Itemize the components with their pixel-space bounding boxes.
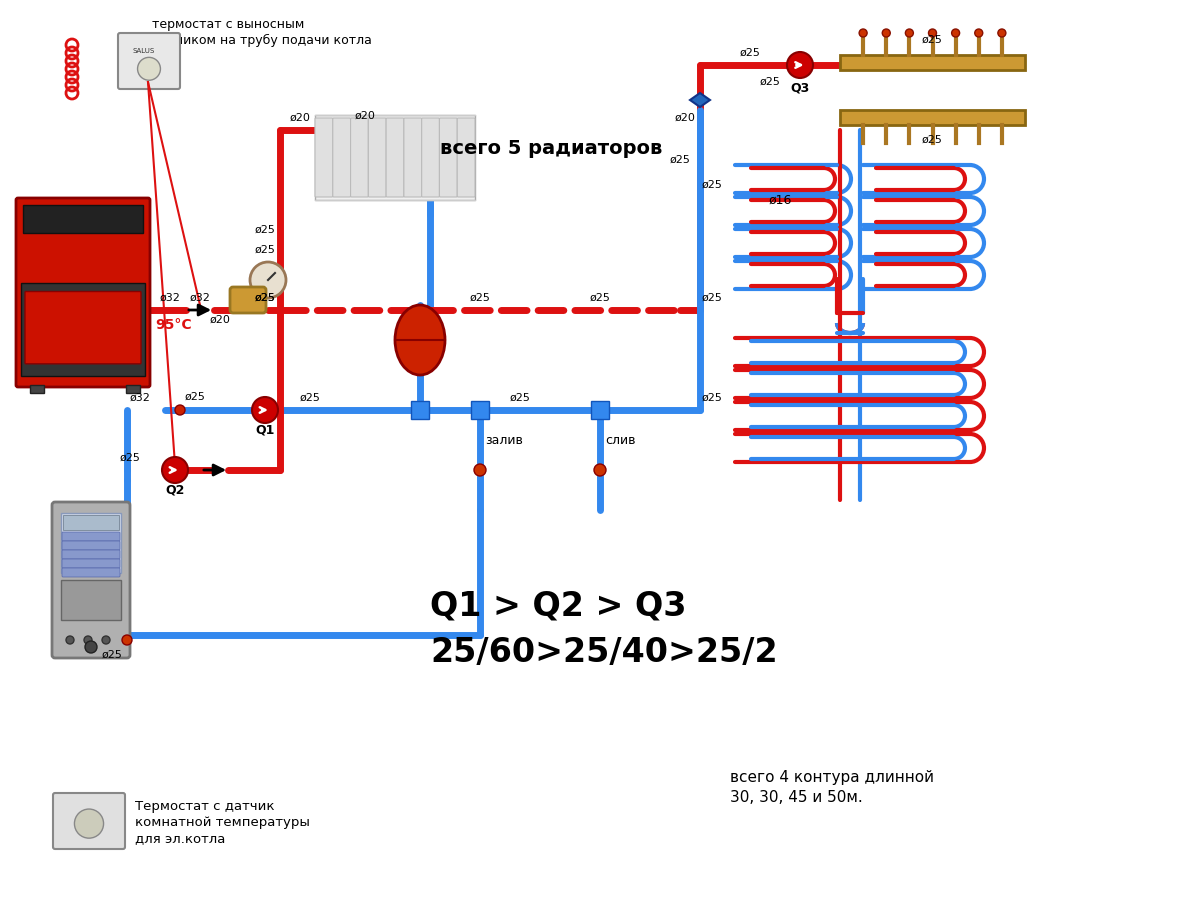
FancyBboxPatch shape [62, 559, 120, 568]
Text: ø25: ø25 [300, 393, 320, 403]
FancyBboxPatch shape [62, 541, 120, 550]
Bar [30, 385, 44, 393]
FancyBboxPatch shape [457, 118, 475, 197]
Text: 95°С: 95°С [155, 318, 192, 332]
FancyBboxPatch shape [386, 118, 404, 197]
FancyBboxPatch shape [62, 550, 120, 559]
Bar [64, 515, 119, 530]
Text: ø25: ø25 [759, 77, 781, 87]
Text: ø25: ø25 [740, 48, 760, 58]
Circle shape [162, 457, 188, 483]
Text: ø25: ø25 [254, 225, 276, 235]
Circle shape [882, 29, 890, 37]
Text: ø25: ø25 [922, 135, 942, 145]
Circle shape [787, 52, 813, 78]
Text: залив: залив [486, 434, 523, 446]
Text: ø25: ø25 [922, 35, 942, 45]
Text: Q1: Q1 [255, 424, 275, 436]
Bar [411, 401, 429, 419]
Circle shape [860, 29, 867, 37]
Circle shape [251, 262, 287, 298]
Circle shape [905, 29, 914, 37]
FancyBboxPatch shape [350, 118, 368, 197]
Circle shape [998, 29, 1006, 37]
Text: Q2: Q2 [165, 483, 185, 497]
FancyBboxPatch shape [404, 118, 422, 197]
Text: ø25: ø25 [470, 293, 490, 303]
Text: SALUS: SALUS [132, 48, 155, 54]
Bar [315, 115, 475, 200]
Text: термостат с выносным
датчиком на трубу подачи котла: термостат с выносным датчиком на трубу п… [152, 18, 372, 47]
Text: ø25: ø25 [254, 293, 276, 303]
Text: Термостат с датчик
комнатной температуры
для эл.котла: Термостат с датчик комнатной температуры… [135, 800, 309, 845]
Text: ø25: ø25 [102, 650, 122, 660]
Bar [840, 55, 1025, 70]
Text: ø25: ø25 [185, 392, 205, 402]
Circle shape [122, 635, 132, 645]
Text: ø25: ø25 [120, 453, 140, 463]
Text: всего 5 радиаторов: всего 5 радиаторов [440, 139, 662, 158]
Text: ø25: ø25 [701, 393, 723, 403]
FancyBboxPatch shape [118, 33, 180, 89]
Text: ø20: ø20 [210, 315, 230, 325]
FancyBboxPatch shape [16, 198, 150, 387]
Bar [61, 513, 121, 573]
Text: Q1 > Q2 > Q3
25/60>25/40>25/2: Q1 > Q2 > Q3 25/60>25/40>25/2 [430, 590, 778, 669]
Text: ø16: ø16 [769, 194, 791, 206]
FancyBboxPatch shape [315, 118, 333, 197]
Circle shape [975, 29, 983, 37]
Text: ø20: ø20 [675, 113, 695, 123]
Circle shape [952, 29, 959, 37]
Circle shape [85, 641, 97, 653]
Circle shape [175, 405, 185, 415]
Bar [591, 401, 609, 419]
Bar [126, 385, 140, 393]
Polygon shape [689, 93, 710, 107]
Text: ø25: ø25 [590, 293, 610, 303]
FancyBboxPatch shape [52, 502, 129, 658]
Circle shape [594, 464, 605, 476]
Ellipse shape [394, 305, 445, 375]
Text: ø25: ø25 [510, 393, 530, 403]
FancyBboxPatch shape [230, 287, 266, 313]
Text: ø25: ø25 [254, 245, 276, 255]
Bar [840, 110, 1025, 125]
Text: Q3: Q3 [790, 82, 809, 94]
Bar [471, 401, 489, 419]
FancyBboxPatch shape [62, 532, 120, 541]
FancyBboxPatch shape [368, 118, 386, 197]
Text: ø20: ø20 [355, 111, 375, 121]
Circle shape [66, 636, 74, 644]
Text: ø20: ø20 [290, 113, 311, 123]
Bar [61, 580, 121, 620]
FancyBboxPatch shape [422, 118, 440, 197]
Text: слив: слив [605, 434, 635, 446]
Text: ø25: ø25 [254, 293, 276, 303]
Circle shape [252, 397, 278, 423]
Text: ø25: ø25 [701, 180, 723, 190]
Circle shape [138, 58, 161, 80]
Circle shape [474, 464, 486, 476]
Circle shape [84, 636, 92, 644]
Circle shape [102, 636, 110, 644]
FancyBboxPatch shape [53, 793, 125, 849]
Text: ø32: ø32 [159, 293, 180, 303]
Bar [22, 284, 145, 376]
Text: ø25: ø25 [669, 155, 691, 165]
Text: ø32: ø32 [129, 393, 150, 403]
Text: ø32: ø32 [189, 293, 211, 303]
FancyBboxPatch shape [25, 292, 141, 364]
Bar [23, 205, 143, 233]
Circle shape [74, 809, 103, 838]
FancyBboxPatch shape [62, 568, 120, 577]
Circle shape [928, 29, 936, 37]
Text: ø25: ø25 [701, 293, 723, 303]
FancyBboxPatch shape [440, 118, 457, 197]
Circle shape [175, 465, 185, 475]
Text: всего 4 контура длинной
30, 30, 45 и 50м.: всего 4 контура длинной 30, 30, 45 и 50м… [730, 770, 934, 805]
FancyBboxPatch shape [333, 118, 350, 197]
